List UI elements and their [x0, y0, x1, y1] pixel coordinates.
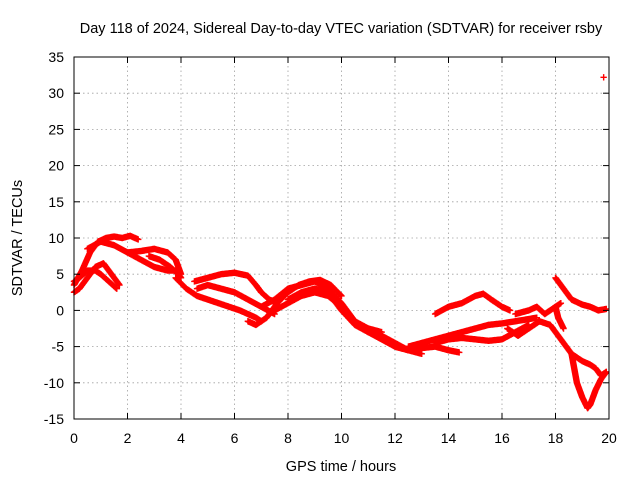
y-tick-label: -10	[44, 375, 64, 391]
grid	[74, 57, 609, 419]
point-markers	[552, 274, 610, 314]
point-markers	[512, 299, 565, 318]
point-markers	[405, 314, 540, 350]
y-tick-label: 15	[48, 194, 64, 210]
x-tick-label: 6	[231, 430, 239, 446]
x-axis-label: GPS time / hours	[286, 459, 396, 475]
point-markers	[431, 321, 532, 347]
point-markers	[191, 269, 281, 307]
point-markers	[568, 350, 610, 412]
series-track-9	[193, 281, 278, 318]
x-tick-label: 20	[601, 430, 617, 446]
x-tick-label: 2	[124, 430, 132, 446]
y-tick-label: 0	[56, 302, 64, 318]
series-track-22	[568, 350, 610, 412]
point-markers	[172, 274, 265, 325]
x-tick-label: 18	[548, 430, 564, 446]
x-tick-label: 0	[70, 430, 78, 446]
point-markers	[431, 290, 514, 318]
x-tick-label: 14	[441, 430, 457, 446]
series-track-8	[191, 269, 281, 307]
series-track-16	[431, 290, 514, 318]
series-track-15	[405, 314, 540, 350]
series-track-14	[391, 343, 463, 356]
y-axis-label: SDTVAR / TECUs	[10, 180, 26, 296]
point-markers	[600, 74, 607, 81]
y-tick-label: 10	[48, 230, 64, 246]
point-markers	[552, 303, 567, 332]
series-track-19	[512, 299, 565, 318]
y-tick-label: 5	[56, 266, 64, 282]
series-track-5	[124, 245, 185, 278]
series-track-20	[552, 303, 567, 332]
y-tick-label: 35	[48, 49, 64, 65]
series-track-6	[145, 252, 185, 282]
series-track-21	[552, 274, 610, 314]
point-markers	[391, 343, 463, 356]
data-points	[70, 74, 610, 412]
x-axis-ticks: 0 2 4 6 8 10 12 14 16 18 20	[70, 57, 617, 446]
series-track-17	[431, 321, 532, 347]
y-tick-label: 30	[48, 85, 64, 101]
y-tick-label: -15	[44, 411, 64, 427]
x-tick-label: 12	[387, 430, 403, 446]
point-markers	[124, 245, 185, 278]
chart-title: Day 118 of 2024, Sidereal Day-to-day VTE…	[80, 21, 603, 37]
y-axis-ticks: -15 -10 -5 0 5 10 15 20 25 30 35	[44, 49, 609, 427]
y-tick-label: 25	[48, 121, 64, 137]
series-outlier	[600, 74, 607, 81]
point-markers	[145, 252, 185, 282]
x-tick-label: 8	[284, 430, 292, 446]
y-tick-label: -5	[52, 339, 65, 355]
series-track-7	[172, 274, 265, 325]
x-tick-label: 4	[177, 430, 185, 446]
point-markers	[193, 281, 278, 318]
y-tick-label: 20	[48, 158, 64, 174]
x-tick-label: 16	[494, 430, 510, 446]
x-tick-label: 10	[334, 430, 350, 446]
